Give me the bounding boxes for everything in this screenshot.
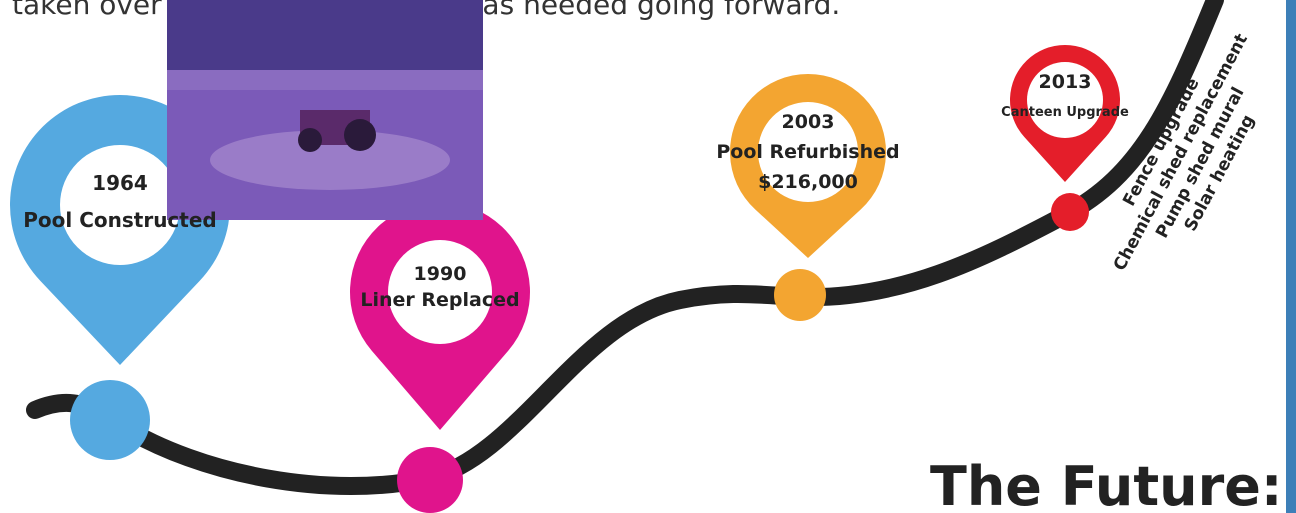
milestone-cost: $216,000 <box>758 171 858 193</box>
milestone-label: Canteen Upgrade <box>1001 105 1129 120</box>
milestone-label: Liner Replaced <box>360 289 519 311</box>
milestone-year: 1964 <box>92 171 148 195</box>
timeline-dot <box>397 447 463 513</box>
future-heading: The Future: <box>930 455 1282 513</box>
milestone-year: 2013 <box>1039 71 1092 93</box>
timeline-dot <box>1051 193 1089 231</box>
photo <box>167 0 483 220</box>
edge-image <box>1286 0 1296 513</box>
timeline-page: taken over the years, and what was neede… <box>0 0 1296 513</box>
timeline-dot <box>70 380 150 460</box>
milestone-year: 2003 <box>782 111 835 133</box>
milestone-label: Pool Constructed <box>23 208 216 232</box>
milestone-label: Pool Refurbished <box>716 141 899 163</box>
pin-hole <box>60 145 180 265</box>
milestone-year: 1990 <box>414 263 467 285</box>
timeline-dot <box>774 269 826 321</box>
